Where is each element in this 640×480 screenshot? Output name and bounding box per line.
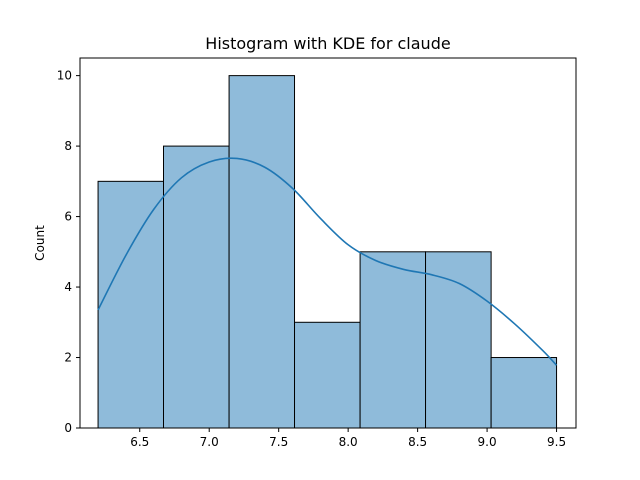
- histogram-bar-5: [359, 251, 427, 429]
- histogram-bar-1: [97, 180, 165, 429]
- x-tick-label: 9.0: [478, 435, 497, 449]
- x-tick-label: 8.0: [339, 435, 358, 449]
- x-tick-label: 7.5: [269, 435, 288, 449]
- histogram-bar-6: [425, 251, 492, 429]
- x-tick-label: 8.5: [408, 435, 427, 449]
- histogram-bar-4: [294, 321, 361, 429]
- x-tick-label: 7.0: [200, 435, 219, 449]
- y-tick-label: 10: [57, 69, 72, 83]
- x-tick-label: 6.5: [130, 435, 149, 449]
- kde-curve: [97, 157, 558, 366]
- plot-frame: [79, 57, 577, 429]
- histogram-bar-3: [228, 75, 296, 429]
- y-tick-label: 4: [64, 280, 72, 294]
- y-tick-label: 2: [64, 351, 72, 365]
- histogram-bar-7: [490, 357, 558, 429]
- y-axis-label: Count: [33, 225, 47, 261]
- y-tick-label: 0: [64, 421, 72, 435]
- histogram-bar-2: [163, 145, 230, 429]
- chart-title: Histogram with KDE for claude: [205, 34, 450, 53]
- y-tick-label: 6: [64, 210, 72, 224]
- y-axis-ticks: 0 2 4 6 8 10: [57, 69, 80, 435]
- x-tick-label: 9.5: [547, 435, 566, 449]
- x-axis-ticks: 6.5 7.0 7.5 8.0 8.5 9.0 9.5: [130, 428, 566, 449]
- y-tick-label: 8: [64, 139, 72, 153]
- bars-group: [97, 75, 558, 429]
